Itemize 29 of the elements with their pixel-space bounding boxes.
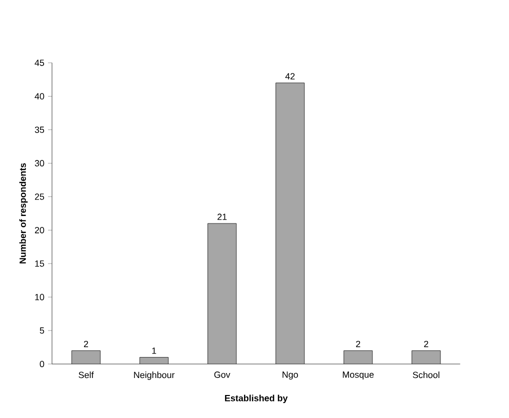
bar (412, 350, 441, 364)
bar (208, 223, 236, 364)
x-tick-label: Neighbour (134, 372, 175, 380)
x-tick-label: Gov (214, 372, 230, 378)
data-label: 2 (424, 340, 428, 348)
y-axis-title: Number of respondents (19, 163, 28, 264)
bar (276, 82, 304, 364)
data-label: 1 (152, 348, 156, 354)
x-tick-label: School (412, 372, 440, 378)
data-label: 42 (285, 73, 295, 80)
y-tick-label: 45 (34, 60, 44, 66)
data-label: 2 (84, 340, 88, 348)
x-tick-label: Mosque (342, 372, 374, 380)
y-tick-label: 10 (35, 294, 44, 300)
bar (72, 350, 100, 364)
y-tick-label: 30 (34, 160, 44, 166)
x-tick-label: Self (78, 372, 94, 378)
data-label: 2 (356, 340, 360, 348)
bar (344, 350, 372, 364)
y-tick-label: 0 (40, 360, 44, 368)
x-tick-label: Ngo (282, 372, 298, 380)
y-tick-label: 35 (34, 126, 44, 133)
y-tick-label: 15 (35, 260, 44, 267)
y-tick-label: 5 (40, 327, 44, 334)
y-tick-label: 20 (34, 226, 44, 234)
x-axis-title: Established by (225, 394, 288, 404)
y-tick-label: 40 (34, 93, 44, 100)
y-tick-label: 25 (34, 194, 44, 200)
data-label: 21 (218, 214, 227, 220)
